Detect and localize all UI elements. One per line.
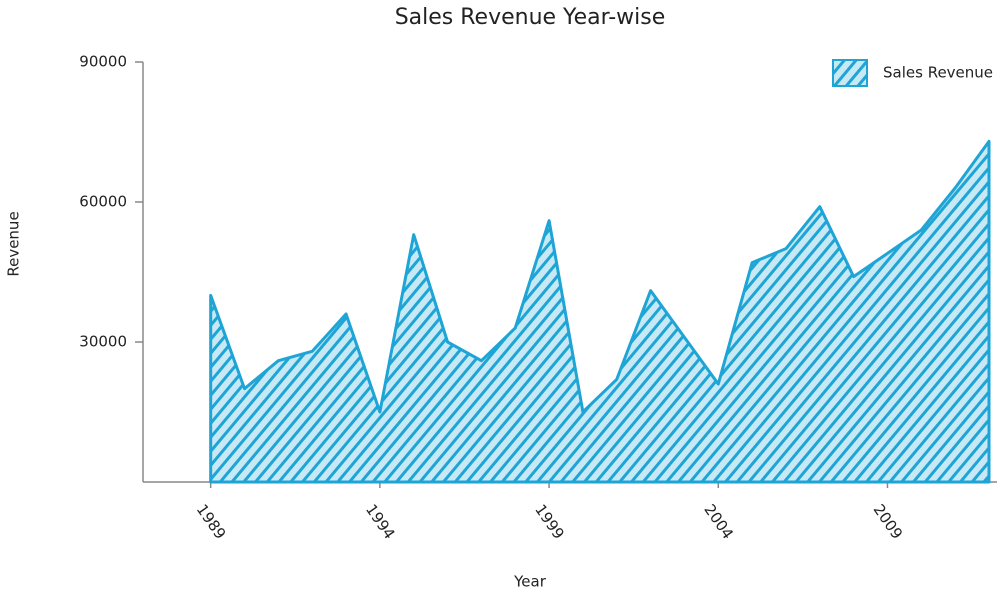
y-tick-label: 30000: [79, 333, 127, 351]
x-tick-label: 2009: [870, 501, 907, 543]
legend-label: Sales Revenue: [883, 64, 993, 82]
x-tick-label: 1989: [193, 501, 230, 543]
x-tick-label: 2004: [700, 501, 737, 543]
chart-title: Sales Revenue Year-wise: [395, 5, 666, 30]
y-axis-title: Revenue: [5, 211, 23, 276]
x-tick-label: 1999: [531, 501, 568, 543]
area: [209, 139, 991, 484]
legend-swatch: [832, 59, 868, 87]
x-axis-title: Year: [513, 573, 547, 591]
y-tick-label: 90000: [79, 53, 127, 71]
x-tick-label: 1994: [362, 501, 399, 543]
y-tick-label: 60000: [79, 193, 127, 211]
